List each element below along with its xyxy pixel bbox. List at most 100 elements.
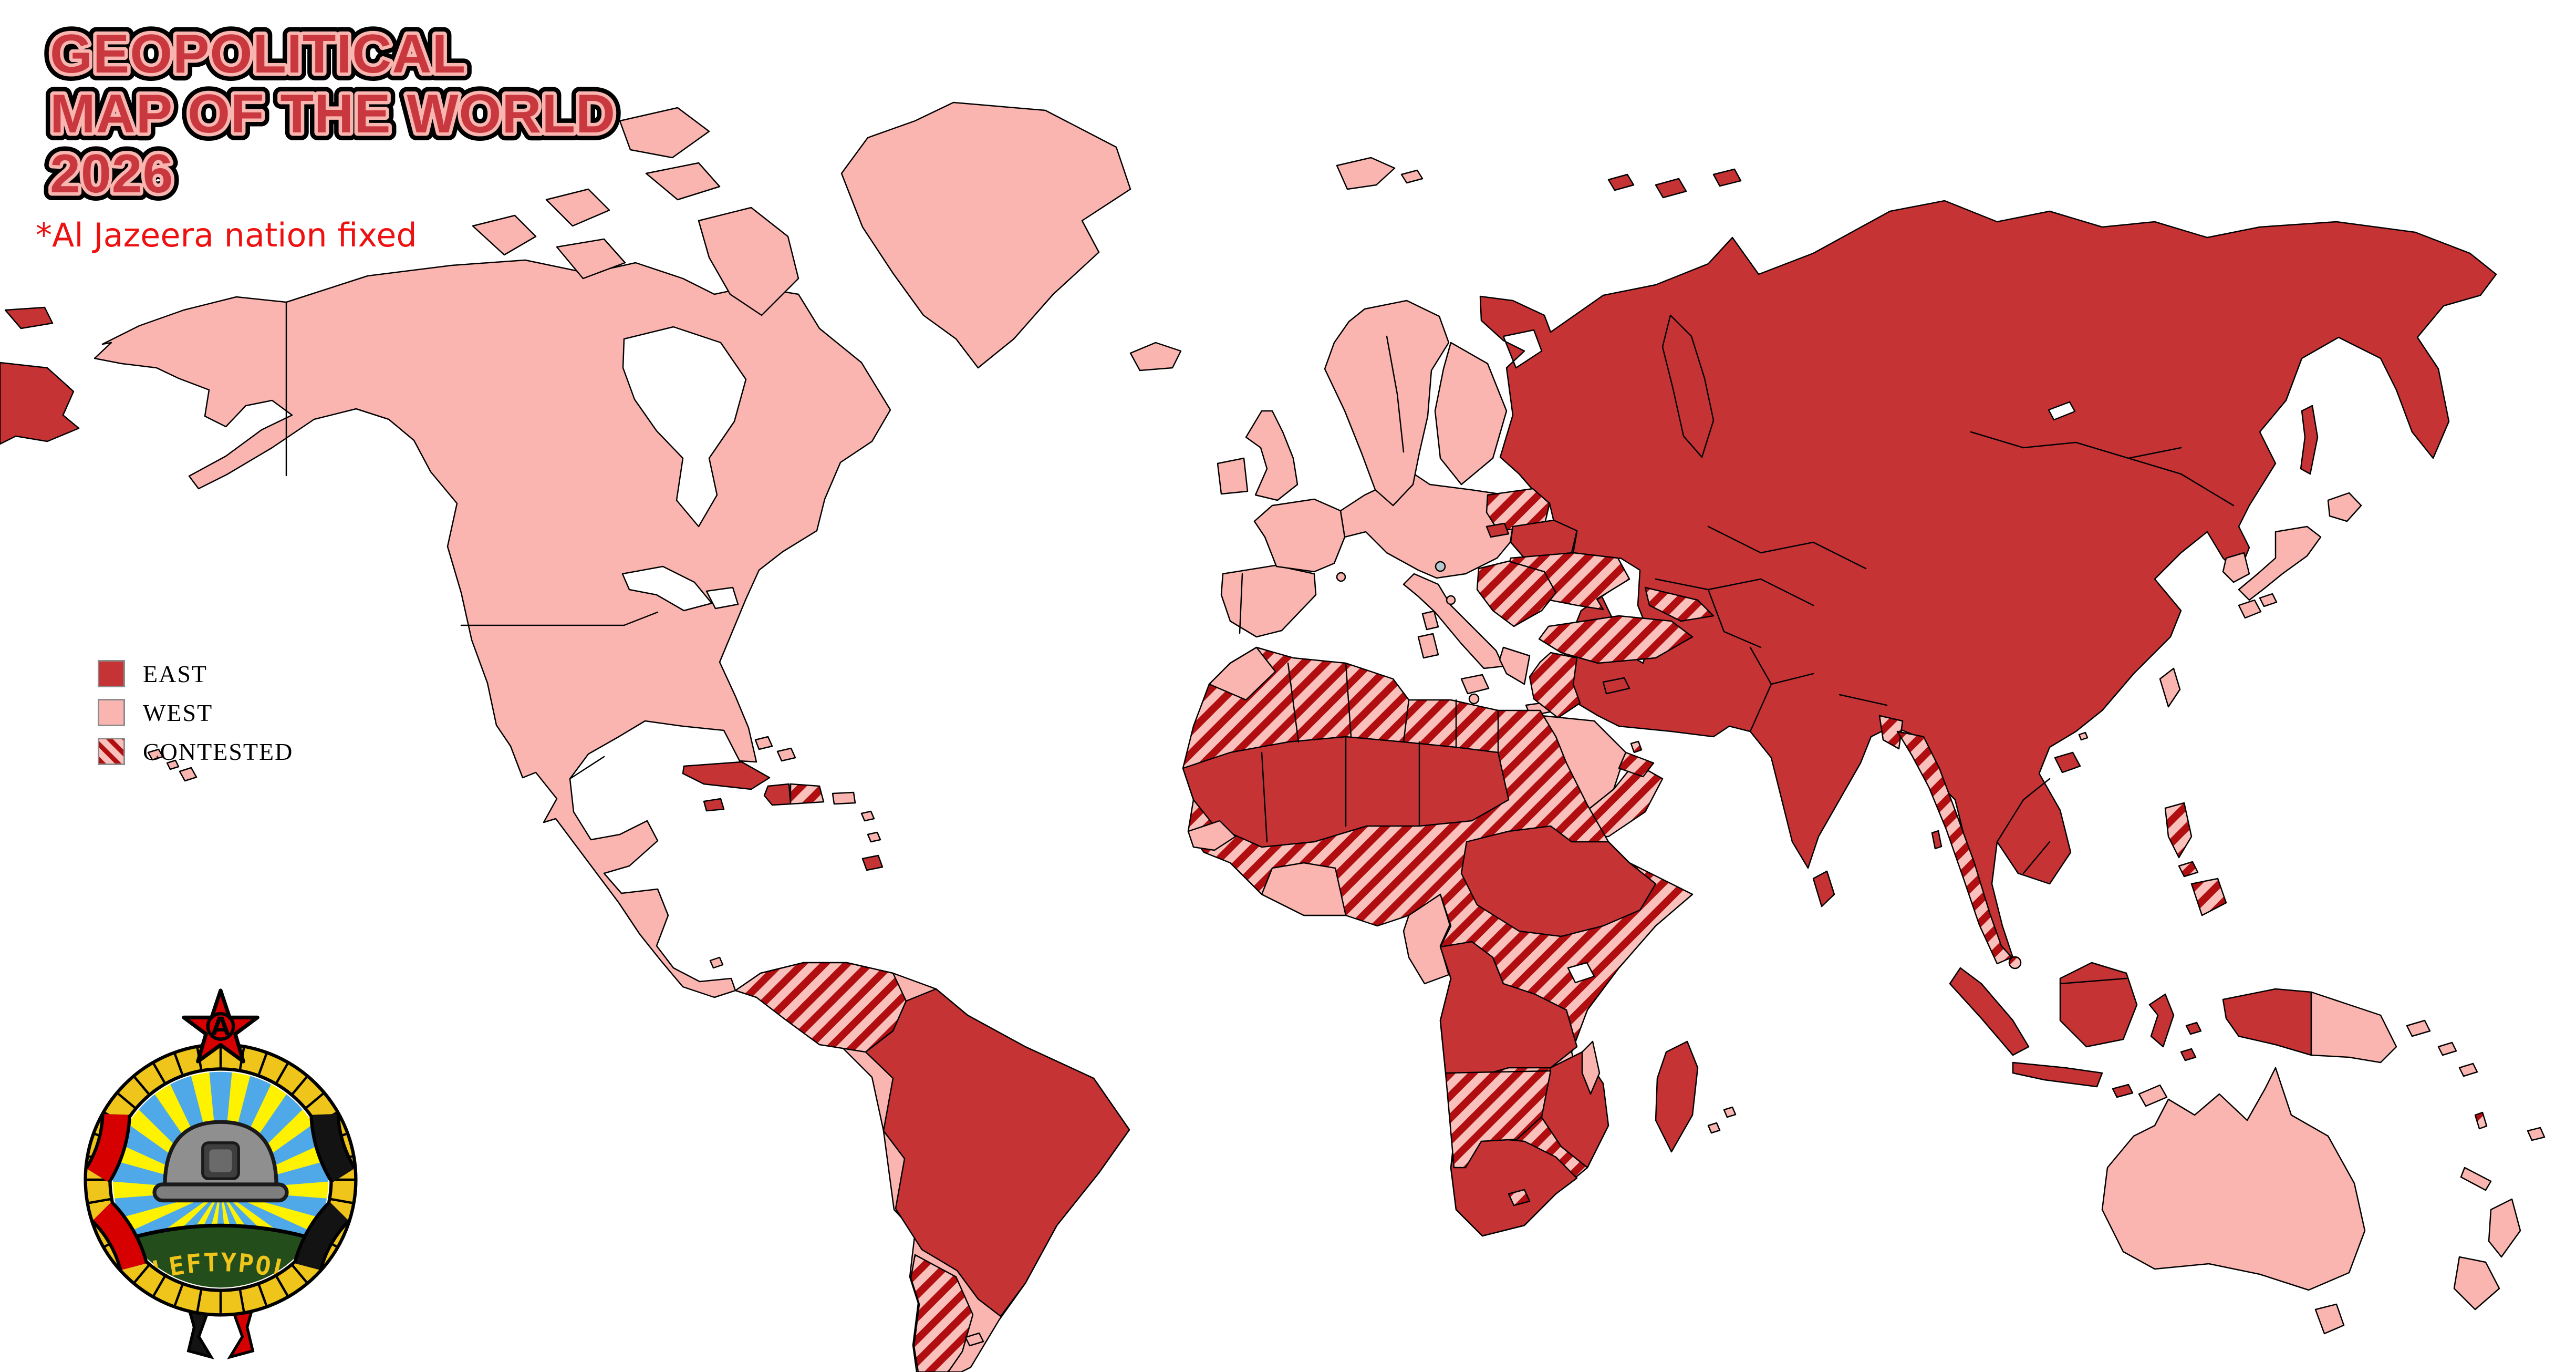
region-java	[2012, 1061, 2103, 1088]
helmet-vent-inner	[209, 1149, 232, 1172]
region-argentina	[910, 1254, 974, 1372]
region-canada-arctic	[619, 107, 710, 159]
region-sumatra	[1949, 967, 2030, 1056]
region-singapore	[2008, 956, 2022, 969]
title-line1-outline: GEOPOLITICAL	[50, 24, 466, 85]
region-iberia	[1220, 564, 1317, 638]
region-honshu	[2238, 525, 2322, 601]
region-malawi	[1581, 1040, 1601, 1095]
region-borneo	[2059, 962, 2138, 1048]
region-bangladesh	[1878, 715, 1904, 750]
region-sakhalin	[2300, 405, 2319, 475]
region-australia	[2101, 1067, 2366, 1291]
title-line2-outline: MAP OF THE WORLD	[50, 84, 616, 145]
region-sicily	[1460, 674, 1490, 695]
region-ghana-ivory-coast	[1261, 862, 1347, 916]
region-taiwan	[2159, 667, 2181, 708]
region-senegal	[1187, 820, 1237, 851]
region-balkans	[1476, 560, 1557, 627]
region-hokkaido	[2327, 492, 2362, 522]
map-legend: EAST WEST CONTESTED	[98, 660, 293, 777]
region-wrangel-island	[4, 306, 54, 329]
region-colombia-venezuela	[734, 962, 907, 1053]
title-fill-layer: GEOPOLITICAL MAP OF THE WORLD 2026	[50, 24, 616, 204]
region-canada-arctic	[698, 207, 799, 316]
region-gulf-states	[1618, 751, 1655, 778]
legend-label-contested: CONTESTED	[143, 738, 294, 765]
region-bahamas	[776, 747, 796, 762]
region-canada-arctic-group	[472, 107, 799, 316]
svg-text:2026: 2026	[50, 143, 173, 204]
region-solomon-islands	[2437, 1041, 2457, 1056]
title-pink-layer: GEOPOLITICAL MAP OF THE WORLD 2026	[47, 20, 619, 208]
region-sardinia	[1417, 633, 1439, 659]
ribbon-wraps	[85, 1113, 357, 1271]
region-vanuatu	[2474, 1111, 2488, 1130]
region-hong-kong	[2078, 731, 2089, 741]
region-malta	[1468, 693, 1480, 705]
region-cameroon-gabon	[1403, 893, 1451, 985]
region-chukotka-wrap	[0, 362, 80, 445]
region-hawaii	[147, 748, 164, 761]
east-swatch	[98, 660, 125, 687]
region-cuba	[682, 761, 771, 790]
region-greece	[1499, 646, 1531, 685]
region-franz-josef-land	[1712, 168, 1742, 187]
region-svalbard	[1336, 157, 1396, 190]
legend-row-contested: CONTESTED	[98, 738, 293, 765]
page-title: GEOPOLITICAL	[50, 24, 466, 85]
region-ireland	[1217, 457, 1249, 495]
title-outline-layer: GEOPOLITICAL MAP OF THE WORLD 2026	[42, 16, 623, 212]
region-brazil	[865, 988, 1130, 1317]
region-cyprus	[1602, 677, 1630, 695]
region-papua-new-guinea	[2310, 991, 2397, 1064]
contested-swatch	[98, 738, 125, 765]
region-bahamas	[754, 736, 773, 750]
region-iceland	[1129, 342, 1182, 372]
region-canada-arctic	[645, 162, 721, 201]
region-lesser-antilles	[860, 810, 875, 822]
anarchy-a-icon: A	[211, 1013, 230, 1041]
region-haiti	[763, 783, 792, 806]
region-nz-south	[2453, 1256, 2500, 1311]
region-corsica	[1421, 610, 1439, 631]
region-novaya-zemlya	[1661, 314, 1715, 458]
region-nz-north	[2488, 1198, 2521, 1258]
region-turkey	[1538, 615, 1694, 664]
region-visayas	[2178, 861, 2199, 878]
region-greenland	[840, 101, 1131, 369]
region-fiji	[2527, 1127, 2546, 1141]
region-france	[1253, 498, 1346, 573]
subtitle: *Al Jazeera nation fixed	[36, 216, 417, 254]
region-belarus	[1510, 519, 1578, 559]
region-new-caledonia	[2460, 1167, 2492, 1191]
leftypol-logo: /LEFTYPOL/ A	[84, 988, 358, 1359]
region-franz-josef-land	[1655, 178, 1687, 199]
region-luzon	[2164, 802, 2193, 859]
region-namibia-botswana	[1445, 1070, 1552, 1169]
region-hawaii	[166, 759, 180, 770]
region-moluccas	[2185, 1022, 2202, 1035]
region-lesser-sunda	[2112, 1084, 2134, 1098]
region-sulawesi	[2148, 993, 2175, 1048]
region-canada-arctic	[556, 238, 626, 280]
region-new-britain	[2406, 1019, 2431, 1037]
red-star-icon	[182, 988, 259, 1064]
svg-text:MAP OF THE WORLD: MAP OF THE WORLD	[50, 84, 616, 145]
region-solomon-islands	[2458, 1062, 2478, 1077]
region-lesser-antilles	[867, 831, 881, 843]
region-tasmania	[2314, 1303, 2345, 1335]
svg-text:GEOPOLITICAL: GEOPOLITICAL	[50, 24, 466, 85]
region-falklands	[964, 1332, 984, 1347]
title-block: GEOPOLITICAL MAP OF THE WORLD 2026 GEOPO…	[42, 16, 623, 212]
region-canada-arctic	[545, 188, 610, 227]
region-liechtenstein	[1435, 561, 1446, 572]
region-jamaica	[703, 798, 725, 812]
region-svalbard	[1400, 169, 1424, 184]
region-scandinavia	[1324, 300, 1450, 507]
region-shikoku	[2259, 593, 2278, 607]
region-lesotho	[1508, 1189, 1531, 1206]
region-russia-asia	[1479, 200, 2497, 964]
